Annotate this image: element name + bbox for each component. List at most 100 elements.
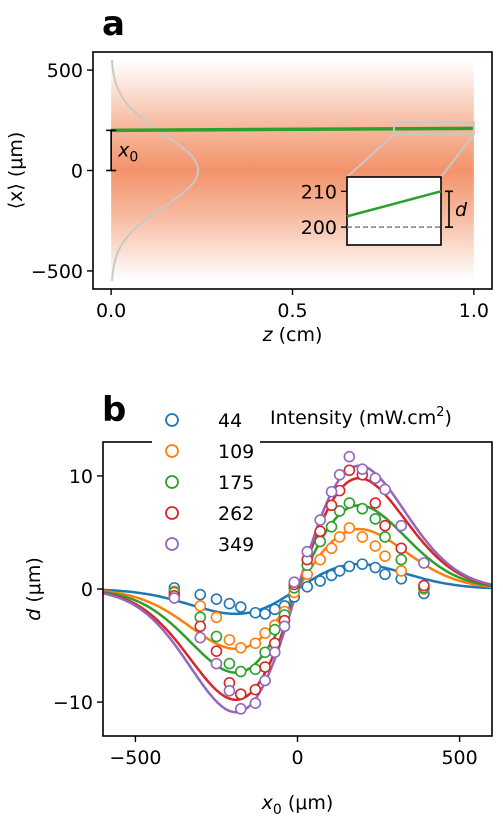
inset: 210 200 d xyxy=(301,176,468,246)
data-point-44 xyxy=(210,593,223,605)
data-point-109 xyxy=(234,641,247,654)
panel-b-x-tick-label: −500 xyxy=(109,747,161,769)
beam-profile xyxy=(111,60,474,281)
data-point-109 xyxy=(343,522,356,534)
panel-a-y-tick-label: −500 xyxy=(31,261,83,283)
panel-b-letter: b xyxy=(102,390,126,430)
data-point-44 xyxy=(333,565,346,577)
zoom-connector-lower xyxy=(440,133,475,178)
data-point-262 xyxy=(418,579,430,592)
data-point-109 xyxy=(259,627,271,639)
inset-y-tick-label: 210 xyxy=(301,181,337,203)
legend-title-superscript: 2 xyxy=(436,405,444,420)
panel-b-x-axis-symbol: x xyxy=(261,792,274,814)
data-point-175 xyxy=(269,623,281,636)
data-point-262 xyxy=(259,661,271,673)
legend-title: Intensity (mW.cm2) xyxy=(270,405,452,429)
data-point-262 xyxy=(379,519,391,532)
panel-b-x-ticks: −500 0 500 xyxy=(109,736,478,769)
data-point-349 xyxy=(194,631,207,644)
legend-marker-44 xyxy=(165,413,179,427)
panel-b-y-tick-label: 10 xyxy=(69,466,93,488)
data-point-109 xyxy=(223,634,236,646)
data-point-262 xyxy=(325,499,338,512)
data-point-109 xyxy=(314,553,326,566)
data-point-175 xyxy=(210,630,223,643)
panel-a-x-axis-symbol: z xyxy=(262,324,274,346)
data-point-349 xyxy=(168,592,181,604)
data-point-44 xyxy=(356,558,369,570)
legend-label-175: 175 xyxy=(218,472,254,494)
data-point-109 xyxy=(210,611,223,624)
data-point-109 xyxy=(325,542,338,555)
data-point-349 xyxy=(278,620,291,633)
data-point-44 xyxy=(369,561,382,574)
data-point-349 xyxy=(395,519,408,532)
panel-a-y-ticks: 500 0 −500 xyxy=(31,60,93,283)
data-point-175 xyxy=(369,513,382,525)
data-point-175 xyxy=(379,531,391,543)
data-point-349 xyxy=(325,485,338,498)
panel-b-y-ticks: 10 0 −10 xyxy=(53,466,103,714)
legend-marker-175 xyxy=(165,475,179,489)
panel-b-x-axis-unit: (μm) xyxy=(282,792,333,814)
data-point-44 xyxy=(259,608,271,620)
data-point-349 xyxy=(418,557,430,569)
data-point-109 xyxy=(395,565,408,577)
legend: 44 109 175 262 349 xyxy=(152,405,260,557)
data-point-175 xyxy=(325,521,338,533)
panel-b-y-tick-label: 0 xyxy=(81,579,93,601)
inset-y-tick-label: 200 xyxy=(301,217,337,239)
legend-label-349: 349 xyxy=(218,534,254,556)
data-point-349 xyxy=(333,468,346,481)
inset-frame xyxy=(346,176,442,246)
data-point-44 xyxy=(343,560,356,573)
legend-marker-262 xyxy=(165,506,179,520)
legend-marker-109 xyxy=(165,444,179,458)
data-point-109 xyxy=(333,531,346,543)
data-point-175 xyxy=(234,665,247,678)
panel-b-x-axis-subscript: 0 xyxy=(273,802,282,818)
panel-b-y-axis-symbol: d xyxy=(23,608,45,621)
data-point-175 xyxy=(314,535,326,548)
data-point-44 xyxy=(314,575,326,587)
legend-marker-349 xyxy=(165,537,179,551)
data-point-349 xyxy=(223,684,236,697)
data-point-262 xyxy=(395,542,408,555)
data-point-109 xyxy=(356,531,369,543)
legend-label-109: 109 xyxy=(218,441,254,463)
data-point-349 xyxy=(249,697,262,710)
panel-a-y-tick-label: 0 xyxy=(71,161,83,183)
data-point-349 xyxy=(234,703,247,715)
data-point-175 xyxy=(223,657,236,670)
data-point-175 xyxy=(395,553,408,566)
data-point-109 xyxy=(249,637,262,650)
panel-a-x-axis-unit: (cm) xyxy=(273,324,323,346)
data-point-349 xyxy=(288,576,301,589)
legend-title-text: Intensity (mW.cm xyxy=(270,407,436,429)
zoom-connector-upper xyxy=(346,133,395,178)
data-point-44 xyxy=(223,597,236,610)
data-point-349 xyxy=(269,646,281,659)
data-point-262 xyxy=(194,620,207,633)
panel-a-y-tick-label: 500 xyxy=(47,60,83,82)
data-point-44 xyxy=(249,606,262,619)
panel-b-y-tick-label: −10 xyxy=(53,692,93,714)
data-point-349 xyxy=(259,674,271,687)
data-point-349 xyxy=(369,472,382,484)
data-point-44 xyxy=(269,603,281,616)
data-point-175 xyxy=(259,646,271,659)
panel-a-x-tick-label: 0.0 xyxy=(96,300,126,322)
d-label: d xyxy=(455,199,468,221)
offset-label-subscript: 0 xyxy=(129,149,138,165)
legend-label-44: 44 xyxy=(218,410,242,432)
zoom-region-box xyxy=(393,121,475,136)
panel-a-x-axis-label: z (cm) xyxy=(262,324,323,346)
panel-b-x-tick-label: 0 xyxy=(291,747,303,769)
legend-title-end: ) xyxy=(445,407,452,429)
panel-a-y-axis-label: ⟨x⟩ (μm) xyxy=(5,132,27,210)
data-point-262 xyxy=(249,683,262,696)
data-point-262 xyxy=(343,464,356,477)
